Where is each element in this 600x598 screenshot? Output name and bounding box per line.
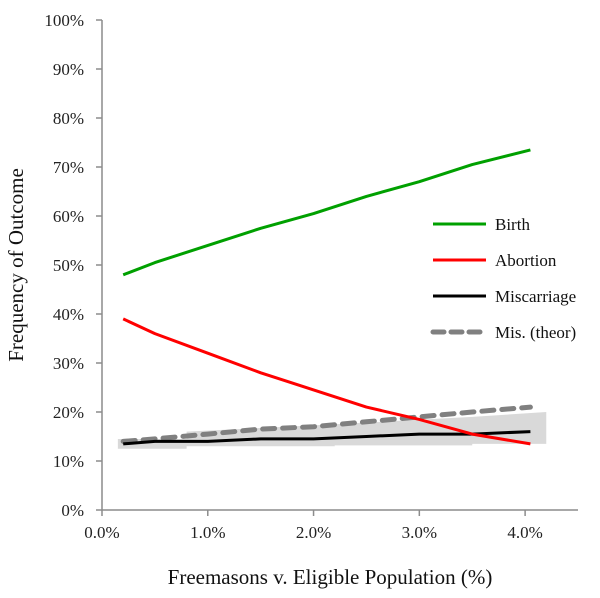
y-tick-label: 70% xyxy=(53,158,84,177)
series-lines xyxy=(120,148,533,446)
legend-label: Abortion xyxy=(495,251,557,270)
x-tick-label: 4.0% xyxy=(507,523,542,542)
x-axis-title: Freemasons v. Eligible Population (%) xyxy=(168,565,493,589)
x-tick-label: 1.0% xyxy=(190,523,225,542)
legend-label: Mis. (theor) xyxy=(495,323,576,342)
x-tick-label: 3.0% xyxy=(402,523,437,542)
legend-label: Birth xyxy=(495,215,530,234)
y-tick-label: 10% xyxy=(53,452,84,471)
legend-label: Miscarriage xyxy=(495,287,576,306)
y-tick-label: 20% xyxy=(53,403,84,422)
legend: Birth Abortion Miscarriage Mis. (theor) xyxy=(430,215,576,342)
y-tick-label: 60% xyxy=(53,207,84,226)
y-tick-label: 40% xyxy=(53,305,84,324)
x-tick-label: 0.0% xyxy=(84,523,119,542)
y-tick-label: 50% xyxy=(53,256,84,275)
y-tick-label: 0% xyxy=(61,501,84,520)
y-axis-title: Frequency of Outcome xyxy=(4,168,28,362)
y-tick-label: 30% xyxy=(53,354,84,373)
y-tick-labels: 0% 10% 20% 30% 40% 50% 60% 70% 80% 90% 100% xyxy=(44,11,84,520)
y-tick-label: 80% xyxy=(53,109,84,128)
band-area xyxy=(117,412,547,449)
y-tick-label: 90% xyxy=(53,60,84,79)
y-tick-label: 100% xyxy=(44,11,84,30)
series-birth xyxy=(122,148,531,277)
x-tick-label: 2.0% xyxy=(296,523,331,542)
miscarriage-range-band xyxy=(117,412,547,449)
axes xyxy=(96,19,578,516)
x-tick-labels: 0.0% 1.0% 2.0% 3.0% 4.0% xyxy=(84,523,543,542)
